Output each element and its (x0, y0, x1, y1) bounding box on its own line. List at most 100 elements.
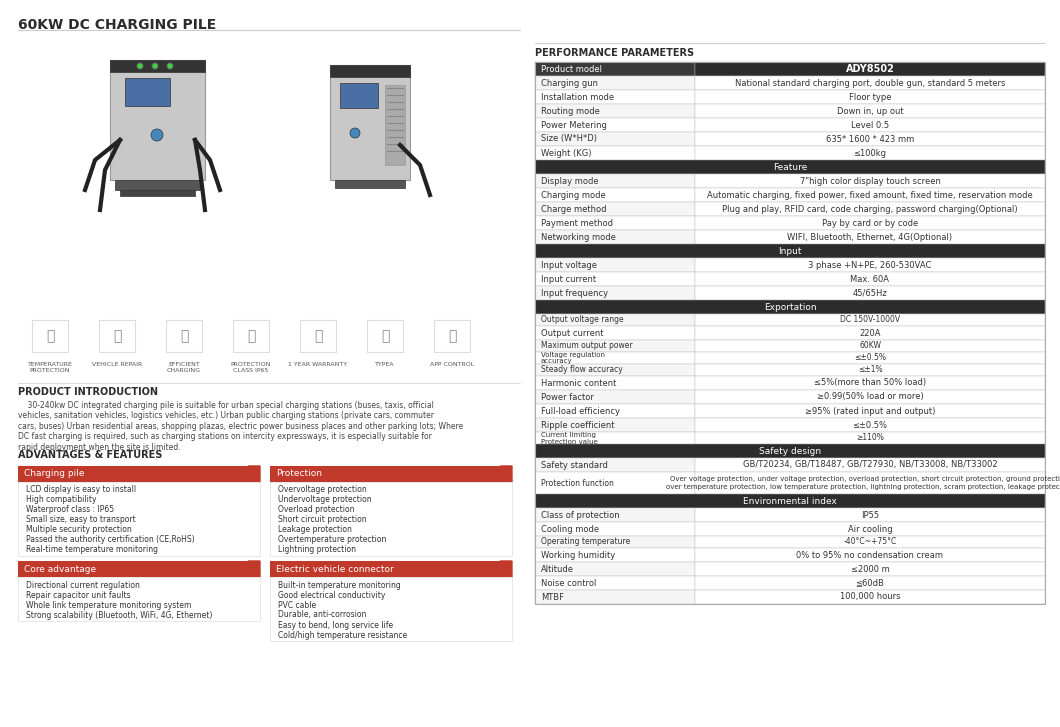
Text: Level 0.5: Level 0.5 (851, 121, 889, 129)
Text: ⬜: ⬜ (180, 329, 189, 343)
Bar (535, 548, 695, 562)
Bar (695, 90, 1045, 104)
Text: Protection: Protection (276, 470, 322, 478)
Text: Electric vehicle connector: Electric vehicle connector (276, 564, 393, 574)
Circle shape (138, 64, 142, 68)
Text: PROTECTION
CLASS IP65: PROTECTION CLASS IP65 (231, 362, 271, 373)
Text: Real-time temperature monitoring: Real-time temperature monitoring (26, 545, 158, 555)
Bar (695, 376, 1045, 390)
Bar (535, 522, 695, 536)
Bar (535, 202, 695, 216)
Text: Cold/high temperature resistance: Cold/high temperature resistance (278, 630, 407, 640)
Text: Passed the authority certification (CE,RoHS): Passed the authority certification (CE,R… (26, 536, 195, 545)
Text: EFFICIENT
CHARGING: EFFICIENT CHARGING (167, 362, 201, 373)
Bar (695, 340, 1045, 352)
Bar (695, 590, 1045, 604)
Text: Output voltage range: Output voltage range (541, 316, 623, 324)
Bar (535, 418, 695, 432)
Bar (695, 132, 1045, 146)
Text: APP CONTROL: APP CONTROL (430, 362, 474, 367)
Text: ≤5%(more than 50% load): ≤5%(more than 50% load) (814, 379, 926, 387)
Bar (535, 508, 695, 522)
Text: ⬜: ⬜ (112, 329, 121, 343)
Bar (125, 78, 170, 106)
Bar (695, 418, 1045, 432)
Bar (18, 482, 260, 556)
Bar (535, 62, 1045, 604)
Text: Good electrical conductivity: Good electrical conductivity (278, 590, 386, 600)
Bar (535, 404, 695, 418)
Text: Safety standard: Safety standard (541, 460, 607, 470)
Text: Noise control: Noise control (541, 579, 597, 587)
Polygon shape (248, 466, 260, 482)
Bar (535, 300, 1045, 314)
Text: 60KW: 60KW (859, 342, 881, 350)
Polygon shape (500, 561, 512, 577)
Bar (695, 174, 1045, 188)
Bar (695, 104, 1045, 118)
Text: Working humidity: Working humidity (541, 550, 615, 560)
Bar (535, 494, 1045, 508)
Bar (535, 590, 695, 604)
Text: Waterproof class : IP65: Waterproof class : IP65 (26, 505, 114, 515)
Text: ⬜: ⬜ (247, 329, 255, 343)
Text: Over voltage protection, under voltage protection, overload protection, short ci: Over voltage protection, under voltage p… (667, 476, 1060, 489)
Bar (300, 320, 336, 352)
Bar (695, 536, 1045, 548)
Text: High compatibility: High compatibility (26, 496, 96, 505)
Bar (114, 180, 200, 190)
Text: Strong scalability (Bluetooth, WiFi, 4G, Ethernet): Strong scalability (Bluetooth, WiFi, 4G,… (26, 611, 212, 619)
Text: -40°C~+75°C: -40°C~+75°C (844, 537, 897, 547)
Text: PERFORMANCE PARAMETERS: PERFORMANCE PARAMETERS (535, 48, 694, 58)
Bar (535, 272, 695, 286)
Text: MTBF: MTBF (541, 593, 564, 601)
Bar (270, 577, 512, 641)
Text: 45/65Hz: 45/65Hz (852, 289, 887, 297)
Text: ≤±0.5%: ≤±0.5% (852, 420, 887, 430)
Bar (385, 85, 405, 165)
Bar (695, 432, 1045, 444)
Text: Leakage protection: Leakage protection (278, 526, 352, 534)
Bar (695, 390, 1045, 404)
Bar (695, 576, 1045, 590)
Bar (535, 90, 695, 104)
Bar (270, 561, 512, 577)
Bar (535, 160, 1045, 174)
Bar (695, 404, 1045, 418)
Bar (18, 561, 260, 577)
Bar (695, 352, 1045, 364)
Text: Charging mode: Charging mode (541, 190, 605, 199)
Text: Payment method: Payment method (541, 219, 613, 228)
Bar (695, 562, 1045, 576)
Text: Durable, anti-corrosion: Durable, anti-corrosion (278, 611, 367, 619)
Text: WIFI, Bluetooth, Ethernet, 4G(Optional): WIFI, Bluetooth, Ethernet, 4G(Optional) (788, 233, 953, 241)
Bar (535, 444, 1045, 458)
Polygon shape (500, 466, 512, 482)
Text: 60KW DC CHARGING PILE: 60KW DC CHARGING PILE (18, 18, 216, 32)
Bar (18, 466, 260, 482)
Bar (695, 118, 1045, 132)
Text: Feature: Feature (773, 163, 807, 172)
Bar (18, 577, 260, 621)
Text: LCD display is easy to install: LCD display is easy to install (26, 486, 136, 494)
Text: Automatic charging, fixed power, fixed amount, fixed time, reservation mode: Automatic charging, fixed power, fixed a… (707, 190, 1032, 199)
Text: Overtemperature protection: Overtemperature protection (278, 536, 387, 545)
Bar (695, 286, 1045, 300)
Bar (535, 230, 695, 244)
Circle shape (167, 63, 173, 69)
Text: Current limiting
Protection value: Current limiting Protection value (541, 432, 598, 444)
Bar (695, 508, 1045, 522)
Bar (110, 60, 205, 180)
Circle shape (152, 63, 158, 69)
Bar (535, 458, 695, 472)
Text: Input: Input (778, 246, 801, 255)
Text: Charging gun: Charging gun (541, 79, 598, 87)
Text: ⬜: ⬜ (381, 329, 389, 343)
Text: Overvoltage protection: Overvoltage protection (278, 486, 367, 494)
Text: Plug and play, RFID card, code charging, password charging(Optional): Plug and play, RFID card, code charging,… (722, 204, 1018, 214)
Text: Exportation: Exportation (763, 302, 816, 311)
Bar (695, 258, 1045, 272)
Text: ⬜: ⬜ (314, 329, 322, 343)
Text: Safety design: Safety design (759, 446, 822, 456)
Bar (233, 320, 269, 352)
